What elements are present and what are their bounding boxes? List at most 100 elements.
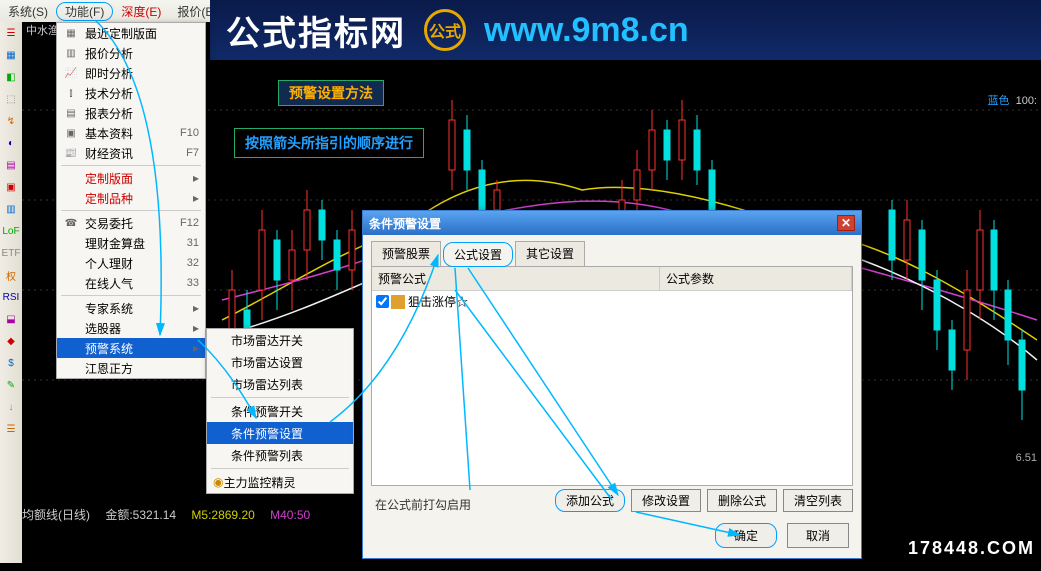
submenu-item[interactable]: 条件预警设置 [207,422,353,444]
menu-item-label: 技术分析 [85,85,199,102]
blank-icon [63,320,79,336]
list-row[interactable]: 狙击涨停☆ [372,291,852,312]
menu-item[interactable]: ⫾技术分析 [57,83,205,103]
menu-functions[interactable]: 功能(F) [56,2,113,21]
news-icon: 📰 [63,145,79,161]
ok-button[interactable]: 确定 [715,523,777,548]
banner-title: 公式指标网 [226,6,406,55]
toolbar-button-0[interactable]: ☰ [0,22,22,44]
submenu-item[interactable]: 条件预警列表 [207,444,353,466]
phone-icon: ☎ [63,215,79,231]
submenu-item[interactable]: 市场雷达设置 [207,351,353,373]
menu-item[interactable]: 江恩正方 [57,358,205,378]
watermark: 178448.COM [908,538,1035,559]
menu-item-label: 定制品种 [85,190,193,207]
submenu-item[interactable]: 条件预警开关 [207,400,353,422]
dialog-hint: 在公式前打勾启用 [363,486,483,523]
menu-item[interactable]: 理财金算盘31 [57,233,205,253]
formula-icon [391,295,405,309]
toolbar-button-1[interactable]: ▦ [0,44,22,66]
submenu-item[interactable]: ◉ 主力监控精灵 [207,471,353,493]
functions-dropdown: ▦最近定制版面▥报价分析 📈 即时分析⫾技术分析▤报表分析▣基本资料F10 📰 财经资讯… [56,22,206,379]
monitor-icon: ◉ [213,475,223,489]
menu-item-label: 财经资讯 [85,145,186,162]
menu-shortcut: F12 [180,217,199,229]
alert-settings-dialog: 条件预警设置 ✕ 预警股票公式设置其它设置 预警公式 公式参数 狙击涨停☆ 在公… [362,210,862,559]
submenu-arrow-icon: ▸ [193,191,199,205]
menu-depth[interactable]: 深度(E) [113,3,169,20]
site-banner: 公式指标网 公式 www.9m8.cn [210,0,1041,60]
submenu-item[interactable]: 市场雷达列表 [207,373,353,395]
menu-item[interactable]: 个人理财32 [57,253,205,273]
toolbar-button-2[interactable]: ◧ [0,66,22,88]
menu-shortcut: 33 [187,277,199,289]
menu-item[interactable]: ▤报表分析 [57,103,205,123]
dialog-button-row: 添加公式修改设置删除公式清空列表 [483,489,861,520]
toolbar-button-3[interactable]: ⬚ [0,88,22,110]
dialog-action-button[interactable]: 清空列表 [783,489,853,512]
toolbar-button-5[interactable]: ◐ [0,132,22,154]
blank-icon [63,300,79,316]
menu-item[interactable]: 📈 即时分析 [57,63,205,83]
menu-item-label: 专家系统 [85,300,193,317]
dialog-tab[interactable]: 公式设置 [443,242,513,267]
alert-submenu: 市场雷达开关市场雷达设置市场雷达列表条件预警开关条件预警设置条件预警列表 ◉ 主力… [206,328,354,494]
menu-item[interactable]: 选股器▸ [57,318,205,338]
menu-item[interactable]: 在线人气33 [57,273,205,293]
blank-icon [63,255,79,271]
submenu-item[interactable]: 市场雷达开关 [207,329,353,351]
dialog-titlebar[interactable]: 条件预警设置 ✕ [363,211,861,235]
list-header: 预警公式 公式参数 [372,267,852,291]
toolbar-button-11[interactable]: 权 [0,264,22,286]
row-checkbox[interactable] [376,295,389,308]
menu-separator [211,397,349,398]
menu-item[interactable]: 定制版面▸ [57,168,205,188]
menu-item[interactable]: 定制品种▸ [57,188,205,208]
menu-item-label: 定制版面 [85,170,193,187]
toolbar-button-10[interactable]: ETF [0,242,22,264]
menu-item-label: 最近定制版面 [85,25,199,42]
menu-system[interactable]: 系统(S) [0,3,56,20]
menu-item[interactable]: 预警系统▸ [57,338,205,358]
menu-item-label: 在线人气 [85,275,187,292]
toolbar-button-4[interactable]: ↯ [0,110,22,132]
toolbar-button-17[interactable]: ↓ [0,396,22,418]
price-axis-label: 6.51 [1016,452,1037,464]
menu-separator [61,210,201,211]
menu-item[interactable]: ▥报价分析 [57,43,205,63]
menu-item[interactable]: ▦最近定制版面 [57,23,205,43]
dialog-action-button[interactable]: 添加公式 [555,489,625,512]
dialog-action-button[interactable]: 删除公式 [707,489,777,512]
menu-shortcut: F10 [180,127,199,139]
dialog-tab[interactable]: 预警股票 [371,241,441,266]
toolbar-button-9[interactable]: LoF [0,220,22,242]
blank-icon [63,170,79,186]
toolbar-button-6[interactable]: ▤ [0,154,22,176]
menu-item-label: 交易委托 [85,215,180,232]
toolbar-button-8[interactable]: ▥ [0,198,22,220]
blank-icon [63,275,79,291]
menu-item-label: 理财金算盘 [85,235,187,252]
line-icon: 📈 [63,65,79,81]
dialog-action-button[interactable]: 修改设置 [631,489,701,512]
toolbar-button-7[interactable]: ▣ [0,176,22,198]
banner-url: www.9m8.cn [484,11,689,50]
toolbar-button-15[interactable]: $ [0,352,22,374]
menu-shortcut: 31 [187,237,199,249]
menu-item[interactable]: 📰财经资讯F7 [57,143,205,163]
menu-item-label: 即时分析 [85,65,199,82]
menu-item[interactable]: 专家系统▸ [57,298,205,318]
toolbar-button-14[interactable]: ◆ [0,330,22,352]
close-icon[interactable]: ✕ [837,215,855,231]
toolbar-button-16[interactable]: ✎ [0,374,22,396]
toolbar-button-13[interactable]: ⬓ [0,308,22,330]
menu-item[interactable]: ▣基本资料F10 [57,123,205,143]
cancel-button[interactable]: 取消 [787,523,849,548]
submenu-arrow-icon: ▸ [193,321,199,335]
dialog-tab[interactable]: 其它设置 [515,241,585,266]
menu-item[interactable]: ☎ 交易委托F12 [57,213,205,233]
dialog-tabs: 预警股票公式设置其它设置 [363,235,861,266]
blank-icon [63,340,79,356]
toolbar-button-12[interactable]: RSI [0,286,22,308]
toolbar-button-18[interactable]: ☰ [0,418,22,440]
